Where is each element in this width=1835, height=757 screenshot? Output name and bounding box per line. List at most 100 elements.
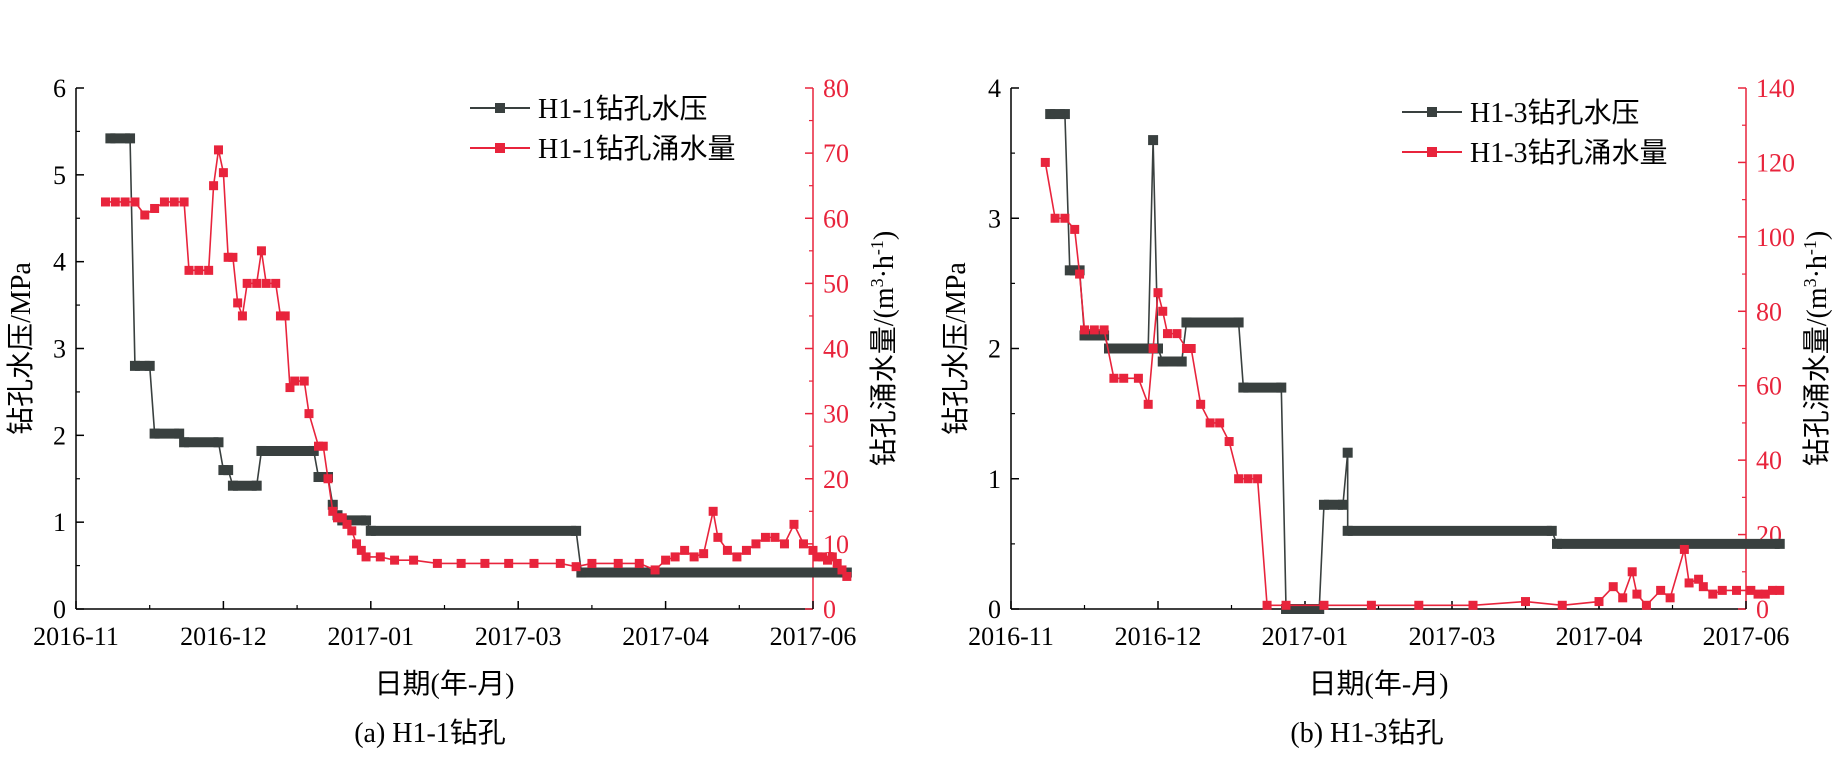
legend-label: H1-1钻孔水压 bbox=[538, 93, 708, 125]
right-tick-label: 40 bbox=[1756, 446, 1782, 475]
data-point bbox=[1224, 437, 1234, 447]
data-point bbox=[1040, 157, 1050, 167]
data-point bbox=[1196, 399, 1206, 409]
left-tick-label: 3 bbox=[53, 335, 66, 364]
x-tick-label: 2017-04 bbox=[1556, 622, 1643, 651]
data-point bbox=[1641, 600, 1651, 610]
legend-marker bbox=[495, 103, 505, 113]
legend: H1-3钻孔水压 H1-3钻孔涌水量 bbox=[1402, 97, 1668, 169]
data-point bbox=[751, 539, 761, 549]
data-point bbox=[1186, 344, 1196, 353]
data-point bbox=[1717, 585, 1727, 595]
data-point bbox=[699, 549, 709, 559]
data-point bbox=[1148, 344, 1158, 353]
data-point bbox=[670, 552, 680, 562]
data-point bbox=[1050, 213, 1060, 223]
data-point bbox=[1684, 578, 1694, 588]
data-point bbox=[1133, 373, 1143, 383]
data-point bbox=[184, 265, 194, 275]
data-point bbox=[1253, 474, 1263, 484]
x-tick-label: 2017-03 bbox=[1409, 622, 1496, 651]
left-tick-label: 4 bbox=[53, 248, 66, 277]
data-point bbox=[432, 558, 442, 568]
data-point bbox=[159, 197, 169, 207]
data-point bbox=[333, 513, 343, 523]
data-point bbox=[1162, 329, 1172, 339]
legend-label: H1-3钻孔涌水量 bbox=[1470, 137, 1668, 169]
axis-title-part: ) bbox=[869, 231, 900, 240]
data-point bbox=[789, 519, 799, 529]
right-tick-label: 140 bbox=[1756, 74, 1795, 103]
left-tick-label: 6 bbox=[53, 74, 66, 103]
right-tick-label: 50 bbox=[823, 269, 849, 298]
data-point bbox=[390, 555, 400, 565]
data-point bbox=[680, 545, 690, 555]
data-point bbox=[1694, 574, 1704, 584]
left-tick-label: 4 bbox=[988, 74, 1001, 103]
data-point bbox=[1089, 325, 1099, 335]
data-point bbox=[837, 565, 847, 575]
legend-marker bbox=[1427, 107, 1437, 117]
data-point bbox=[827, 552, 837, 562]
data-point bbox=[1234, 474, 1244, 484]
data-point bbox=[313, 441, 323, 451]
data-point bbox=[304, 409, 314, 419]
data-point bbox=[708, 506, 718, 516]
data-point bbox=[252, 278, 262, 288]
left-tick-label: 5 bbox=[53, 161, 66, 190]
data-point bbox=[1181, 344, 1191, 353]
data-point bbox=[689, 552, 699, 562]
data-point bbox=[223, 252, 233, 262]
data-point bbox=[356, 545, 366, 555]
data-point bbox=[650, 565, 660, 575]
data-point bbox=[813, 552, 823, 562]
data-point bbox=[261, 278, 271, 288]
right-tick-label: 70 bbox=[823, 139, 849, 168]
right-tick-label: 60 bbox=[823, 204, 849, 233]
series-pressure bbox=[1045, 109, 1785, 614]
data-point bbox=[299, 376, 309, 386]
data-point bbox=[361, 552, 371, 562]
data-point bbox=[822, 555, 832, 565]
x-tick-label: 2017-03 bbox=[475, 622, 562, 651]
data-point bbox=[110, 197, 120, 207]
data-point bbox=[1627, 567, 1637, 577]
right-tick-label: 100 bbox=[1756, 223, 1795, 252]
data-point bbox=[1656, 585, 1666, 595]
data-point bbox=[722, 545, 732, 555]
legend: H1-1钻孔水压 H1-1钻孔涌水量 bbox=[470, 93, 736, 165]
data-point bbox=[328, 506, 338, 516]
data-point bbox=[760, 532, 770, 542]
data-point bbox=[1119, 373, 1129, 383]
data-point bbox=[271, 278, 281, 288]
data-point bbox=[275, 311, 285, 321]
data-point bbox=[798, 539, 808, 549]
data-point bbox=[1468, 600, 1478, 610]
left-tick-label: 2 bbox=[53, 421, 66, 450]
data-point bbox=[1143, 399, 1153, 409]
data-point bbox=[337, 513, 347, 523]
axis-title-superscript: -1 bbox=[1800, 240, 1820, 255]
data-point bbox=[169, 197, 179, 207]
data-point bbox=[480, 558, 490, 568]
data-point bbox=[1281, 600, 1291, 610]
data-point bbox=[1746, 585, 1756, 595]
left-tick-label: 1 bbox=[53, 508, 66, 537]
data-point bbox=[1366, 600, 1376, 610]
legend-label: H1-1钻孔涌水量 bbox=[538, 133, 736, 165]
left-tick-label: 0 bbox=[53, 595, 66, 624]
data-point bbox=[1153, 343, 1163, 354]
panel-caption: (a) H1-1钻孔 bbox=[354, 717, 506, 749]
data-point bbox=[1215, 418, 1225, 428]
right-tick-label: 30 bbox=[823, 400, 849, 429]
data-point bbox=[256, 246, 266, 256]
data-point bbox=[1632, 589, 1642, 599]
axis-title-part: ·h bbox=[869, 255, 900, 278]
left-axis-title: 钻孔水压/MPa bbox=[5, 262, 37, 435]
legend-label: H1-3钻孔水压 bbox=[1470, 97, 1640, 129]
data-point bbox=[352, 539, 362, 549]
data-point bbox=[1594, 597, 1604, 607]
x-tick-label: 2016-12 bbox=[1115, 622, 1202, 651]
